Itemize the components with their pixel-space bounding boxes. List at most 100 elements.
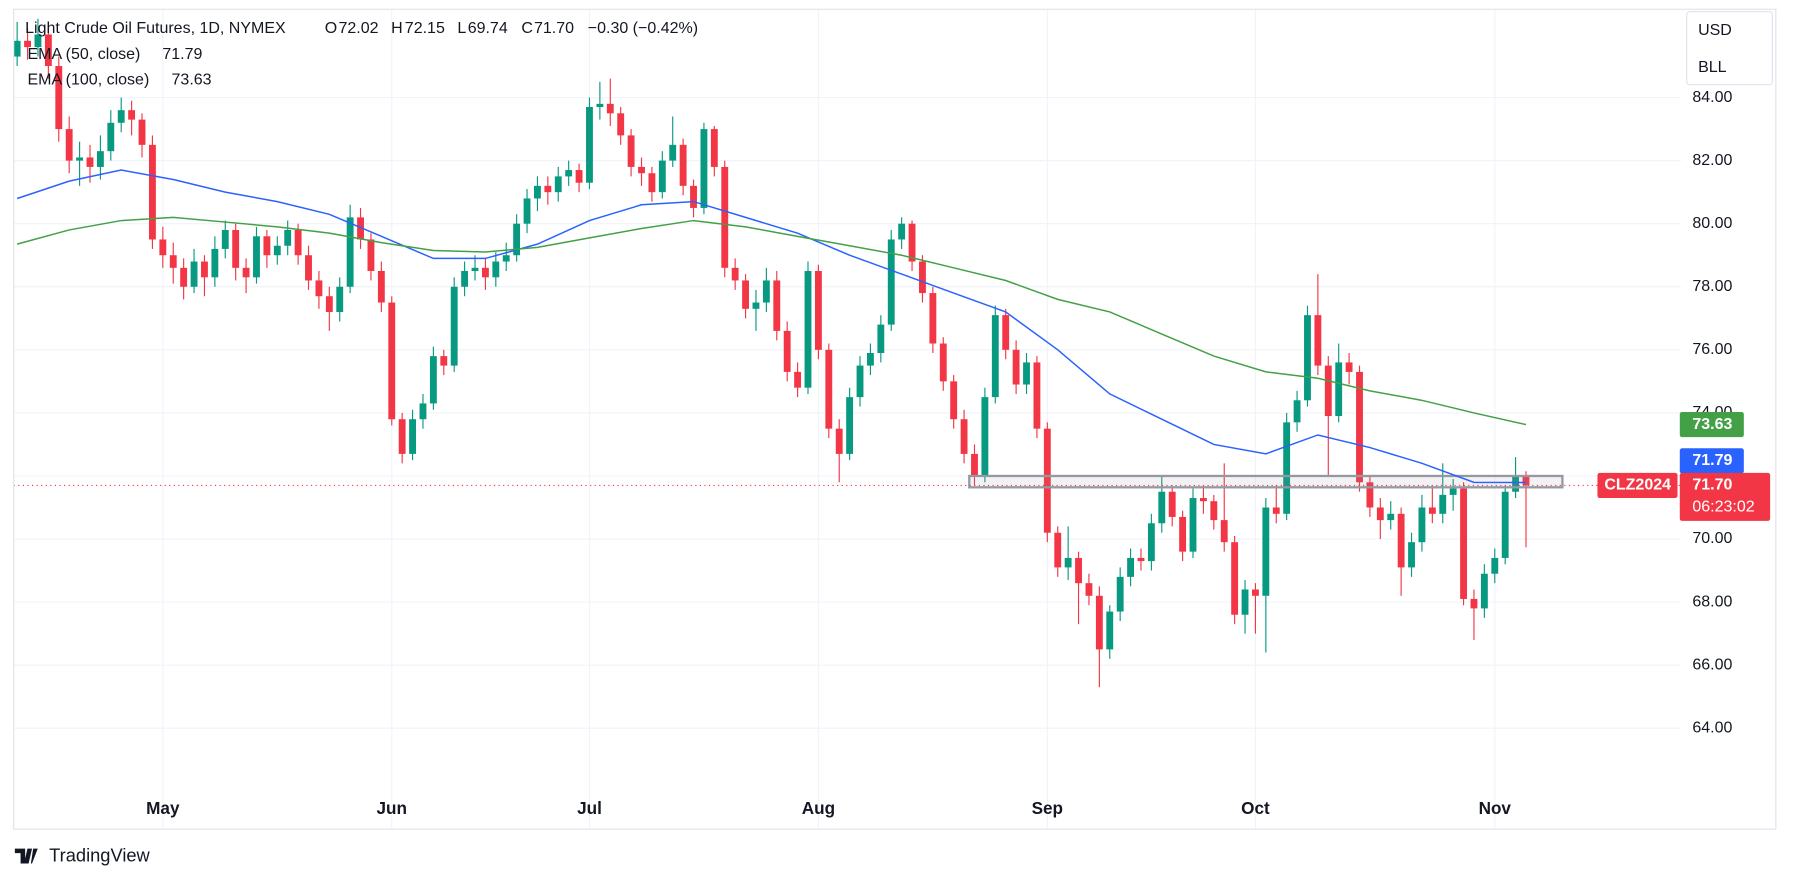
- frame: [13, 8, 1777, 830]
- legend-value: 73.63: [172, 71, 212, 88]
- candle-body: [1304, 315, 1311, 401]
- candle-body: [1397, 513, 1405, 568]
- candle-body: [658, 160, 666, 193]
- candle-body: [710, 129, 718, 167]
- candle-body: [627, 135, 635, 167]
- candle-body: [294, 229, 302, 256]
- candle-body: [1293, 400, 1301, 423]
- candle-body: [388, 302, 396, 420]
- candle-body: [117, 110, 125, 123]
- candle-body: [76, 157, 84, 161]
- candle-body: [638, 166, 645, 174]
- candle-body: [721, 166, 729, 268]
- candle-body: [887, 239, 895, 325]
- candle-body: [1127, 557, 1135, 577]
- candle-body: [679, 144, 687, 186]
- candle-body: [419, 403, 427, 420]
- candle-body: [1376, 507, 1384, 521]
- ohlc-key: L: [457, 20, 466, 37]
- candle-body: [814, 270, 822, 350]
- candle-body: [596, 103, 604, 108]
- x-tick-label: Nov: [1479, 798, 1512, 818]
- candle-body: [1158, 491, 1166, 524]
- candle-body: [669, 144, 677, 161]
- candle-body: [866, 352, 874, 366]
- candle-body: [1283, 422, 1291, 514]
- candle-body: [502, 255, 510, 262]
- candle-body: [773, 280, 781, 331]
- y-tick-label: 64.00: [1692, 719, 1732, 736]
- candle-body: [13, 40, 21, 57]
- ohlc-key: O: [325, 20, 337, 37]
- candle-body: [1054, 532, 1062, 568]
- candle-body: [367, 239, 375, 271]
- candle-body: [971, 453, 978, 476]
- candle-body: [1231, 542, 1239, 615]
- candle-body: [1262, 507, 1270, 596]
- currency-box[interactable]: USD BLL: [1686, 10, 1773, 86]
- y-tick-label: 66.00: [1692, 656, 1732, 673]
- candle-body: [336, 286, 344, 312]
- candle-body: [429, 356, 437, 404]
- candle-body: [1210, 501, 1218, 521]
- candle-body: [138, 119, 146, 145]
- candle-body: [1345, 362, 1353, 372]
- candle-body: [398, 419, 406, 454]
- candle-body: [1408, 542, 1415, 568]
- candle-body: [1356, 371, 1363, 483]
- ema-line: [16, 169, 1526, 484]
- candle-body: [1314, 315, 1322, 366]
- x-tick-label: Oct: [1241, 798, 1270, 818]
- candle-body: [523, 198, 531, 224]
- candle-body: [440, 356, 448, 366]
- candle-body: [1335, 362, 1343, 417]
- candle-body: [929, 293, 937, 344]
- candle-body: [1366, 482, 1374, 508]
- candle-body: [242, 267, 250, 278]
- ohlc-key: C: [521, 20, 533, 37]
- candle-body: [1147, 523, 1155, 562]
- candle-body: [783, 330, 791, 372]
- candle-body: [263, 236, 271, 256]
- candle-body: [513, 223, 521, 256]
- candle-body: [180, 267, 188, 287]
- candle-body: [1512, 475, 1520, 492]
- ohlc-value: 71.70: [534, 20, 574, 37]
- candle-body: [1023, 362, 1030, 385]
- unit: BLL: [1698, 59, 1727, 76]
- legend-value: 71.79: [162, 46, 202, 63]
- candle-body: [1220, 520, 1228, 543]
- candle-body: [1168, 491, 1176, 517]
- candle-body: [752, 302, 760, 309]
- candle-body: [919, 261, 926, 294]
- candle-body: [731, 267, 739, 281]
- candle-body: [1137, 557, 1145, 562]
- symbol-badge: [1597, 472, 1678, 499]
- candle-body: [1085, 583, 1093, 596]
- ema50-badge: [1679, 448, 1744, 474]
- candle-body: [169, 255, 177, 268]
- candle-body: [357, 217, 364, 240]
- candle-body: [346, 217, 354, 287]
- candle-body: [648, 173, 656, 193]
- candle-body: [1470, 598, 1478, 609]
- ohlc-value: 72.15: [405, 20, 445, 37]
- y-tick-label: 70.00: [1692, 530, 1732, 547]
- candle-body: [856, 365, 864, 398]
- candle-body: [34, 34, 42, 48]
- candle-body: [1095, 595, 1103, 650]
- candle-body: [190, 261, 198, 287]
- candle-body: [960, 419, 968, 454]
- candle-body: [544, 185, 552, 193]
- ohlc-change: −0.30 (−0.42%): [588, 20, 698, 37]
- ema100-badge-label: 73.63: [1692, 416, 1732, 433]
- candle-body: [1418, 507, 1426, 543]
- candle-body: [981, 397, 989, 476]
- ohlc-value: 69.74: [468, 20, 508, 37]
- currency-box-frame: [1686, 10, 1773, 86]
- ema-line: [16, 216, 1527, 426]
- candle-body: [107, 122, 115, 152]
- candle-body: [908, 223, 916, 262]
- candle-body: [377, 270, 385, 303]
